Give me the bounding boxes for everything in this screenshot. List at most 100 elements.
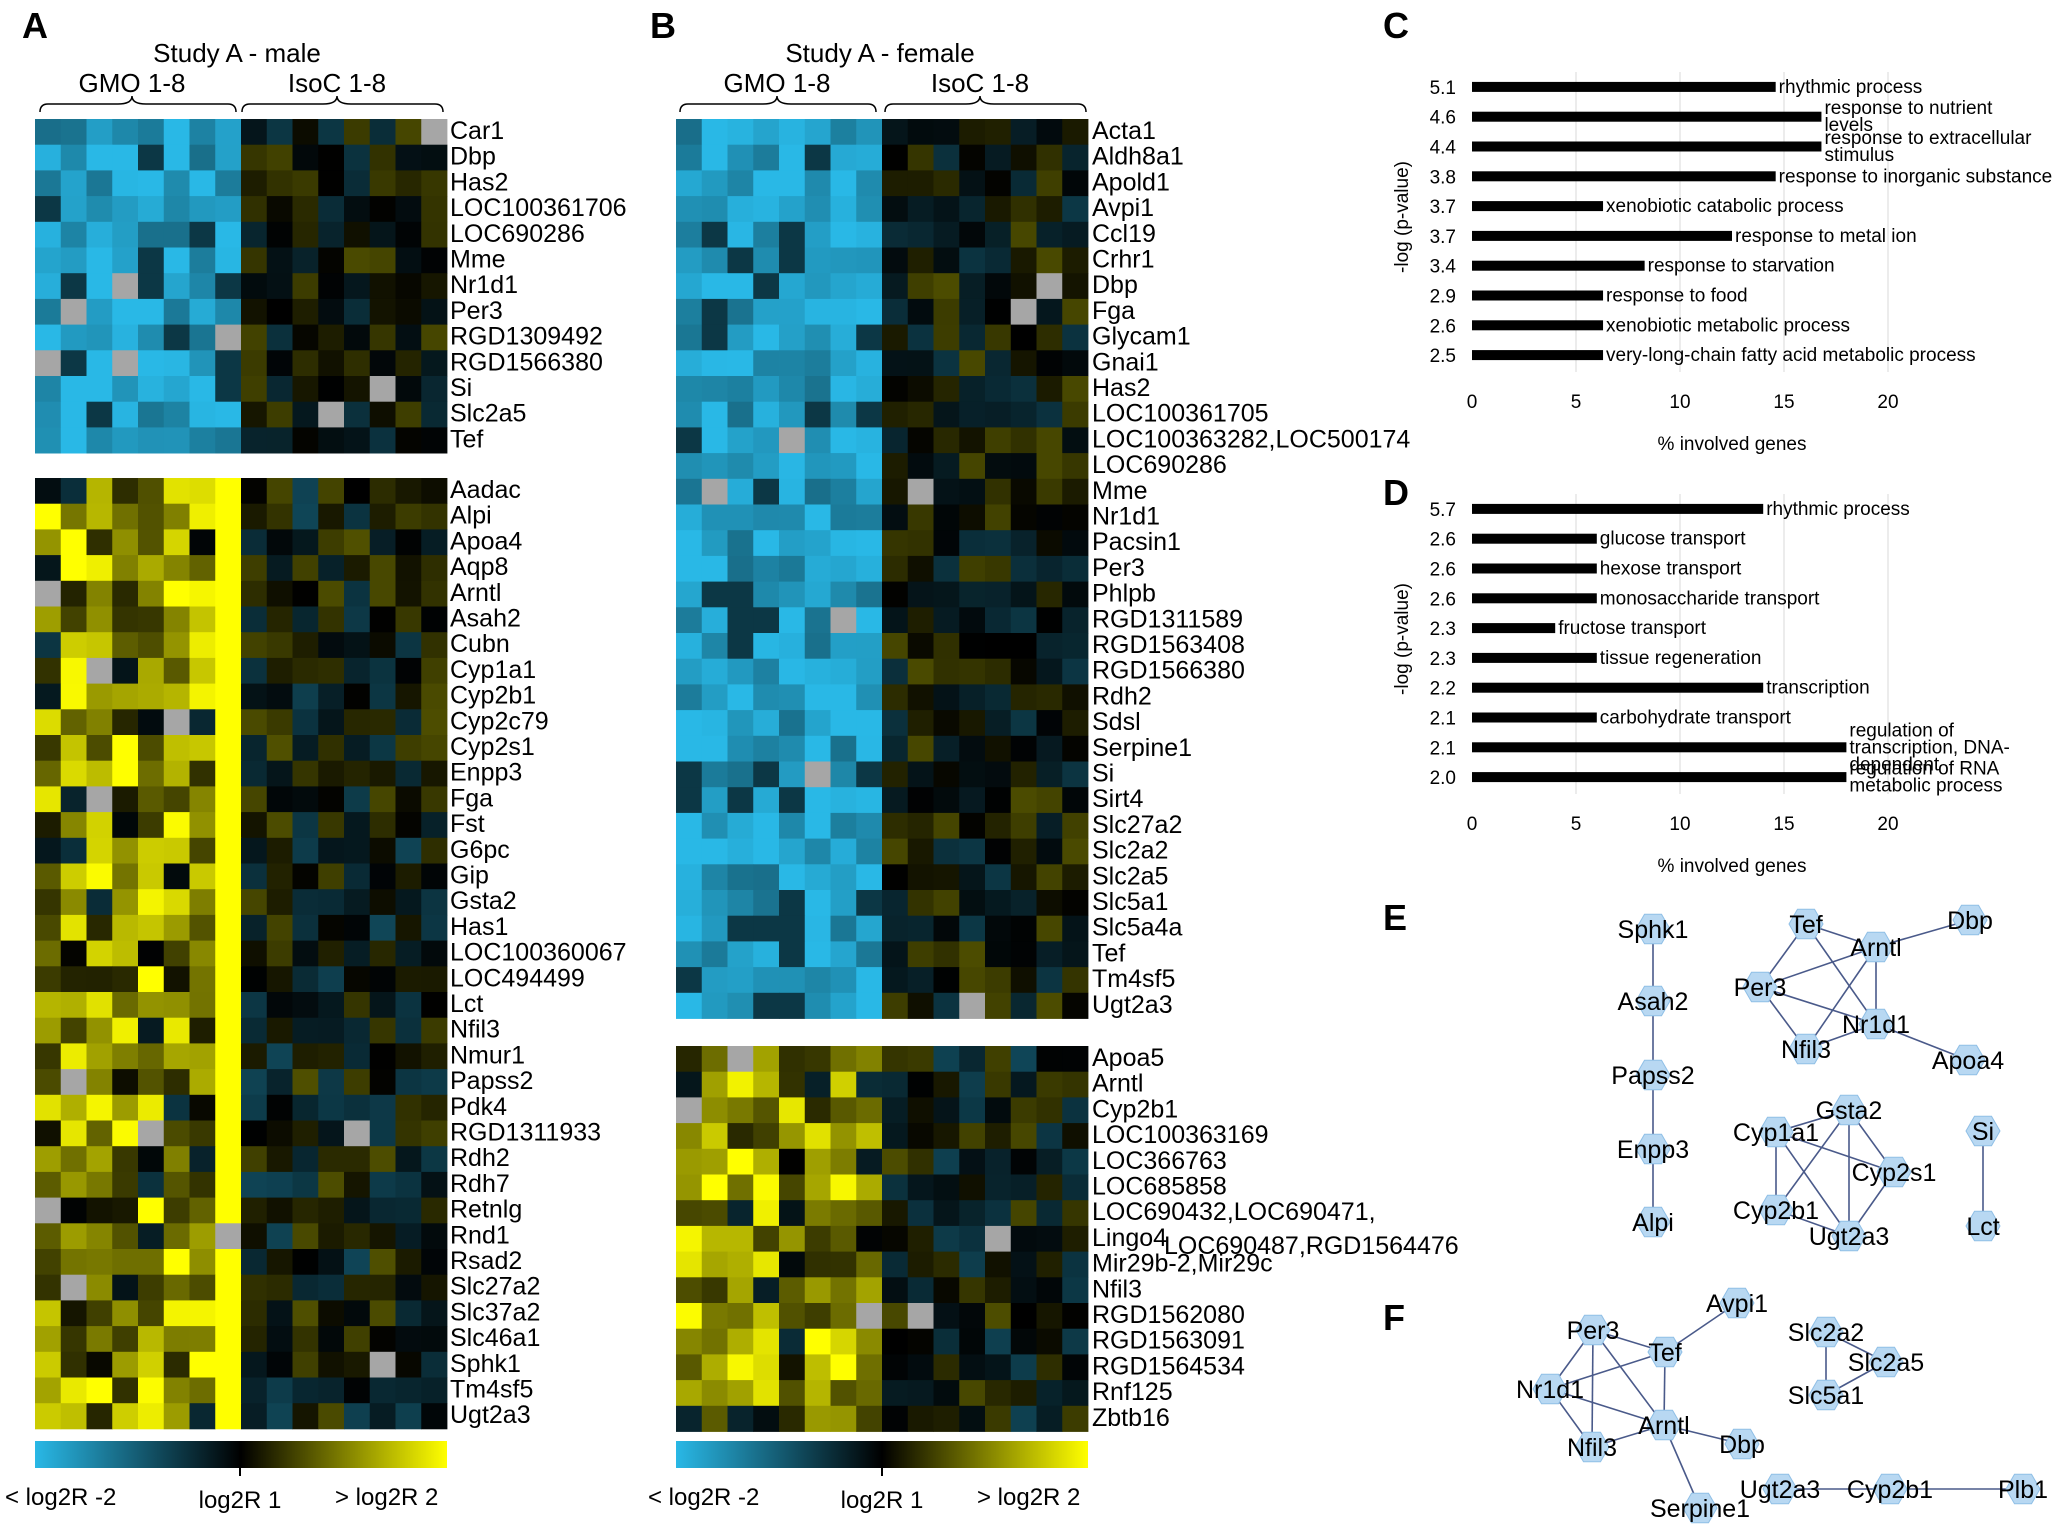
heatmap-cell: [907, 941, 934, 968]
heatmap-cell: [959, 401, 986, 428]
heatmap-cell: [882, 1200, 909, 1227]
heatmap-cell: [86, 786, 113, 813]
heatmap-cell: [35, 1274, 62, 1301]
heatmap-cell: [421, 1146, 448, 1173]
heatmap-cell: [266, 760, 293, 787]
heatmap-cell: [830, 1123, 857, 1150]
panel-a-heatmap-bottom: [35, 478, 448, 1430]
heatmap-cell: [907, 658, 934, 685]
heatmap-cell: [804, 1097, 831, 1124]
heatmap-cell: [395, 657, 422, 684]
heatmap-cell: [163, 632, 190, 659]
heatmap-cell: [727, 196, 754, 223]
heatmap-cell: [86, 247, 113, 274]
heatmap-cell: [882, 1354, 909, 1381]
heatmap-cell: [1036, 761, 1063, 788]
heatmap-cell: [882, 1097, 909, 1124]
heatmap-cell: [215, 786, 242, 813]
gene-label: Ccl19: [1092, 220, 1156, 248]
heatmap-cell: [804, 1251, 831, 1278]
heatmap-cell: [138, 1274, 165, 1301]
network-node-label: Slc2a2: [1788, 1319, 1864, 1347]
heatmap-cell: [292, 529, 319, 556]
heatmap-cell: [856, 1046, 883, 1073]
heatmap-cell: [292, 940, 319, 967]
heatmap-cell: [701, 1071, 728, 1098]
gene-label: Slc2a5: [1092, 862, 1168, 890]
heatmap-cell: [959, 427, 986, 454]
heatmap-cell: [112, 376, 139, 403]
heatmap-cell: [86, 1094, 113, 1121]
gene-label: Apoa4: [450, 527, 522, 555]
panel-a-scale-low: < log2R -2: [5, 1484, 116, 1511]
heatmap-cell: [1036, 710, 1063, 737]
heatmap-cell: [933, 350, 960, 377]
heatmap-cell: [395, 632, 422, 659]
heatmap-cell: [1010, 890, 1037, 917]
heatmap-cell: [779, 273, 806, 300]
heatmap-cell: [753, 941, 780, 968]
heatmap-cell: [907, 684, 934, 711]
heatmap-cell: [318, 786, 345, 813]
heatmap-cell: [856, 992, 883, 1019]
heatmap-cell: [985, 119, 1012, 146]
heatmap-cell: [189, 298, 216, 325]
category-label: xenobiotic metabolic process: [1606, 315, 1850, 336]
x-tick-label: 0: [1467, 392, 1478, 413]
heatmap-cell: [985, 376, 1012, 403]
heatmap-cell: [727, 1174, 754, 1201]
heatmap-cell: [60, 170, 87, 197]
heatmap-cell: [421, 940, 448, 967]
heatmap-cell: [1062, 787, 1089, 814]
heatmap-cell: [395, 1300, 422, 1327]
heatmap-cell: [882, 710, 909, 737]
heatmap-cell: [1062, 376, 1089, 403]
gene-label: LOC690286: [450, 220, 585, 248]
heatmap-cell: [421, 170, 448, 197]
heatmap-cell: [830, 478, 857, 505]
heatmap-cell: [395, 683, 422, 710]
heatmap-cell: [112, 555, 139, 582]
heatmap-cell: [318, 914, 345, 941]
heatmap-cell: [215, 376, 242, 403]
heatmap-cell: [727, 298, 754, 325]
heatmap-cell: [369, 1403, 396, 1430]
heatmap-cell: [1036, 633, 1063, 660]
heatmap-cell: [344, 1223, 371, 1250]
heatmap-cell: [779, 633, 806, 660]
gene-label: Tef: [450, 425, 483, 453]
heatmap-cell: [676, 427, 703, 454]
heatmap-cell: [138, 273, 165, 300]
heatmap-cell: [933, 992, 960, 1019]
heatmap-cell: [395, 170, 422, 197]
gene-label: Dbp: [1092, 271, 1138, 299]
heatmap-cell: [241, 1300, 268, 1327]
heatmap-cell: [292, 350, 319, 377]
heatmap-cell: [138, 1326, 165, 1353]
heatmap-cell: [701, 967, 728, 994]
heatmap-cell: [907, 1174, 934, 1201]
gene-label: Slc5a4a: [1092, 914, 1182, 942]
heatmap-cell: [35, 1300, 62, 1327]
heatmap-cell: [753, 401, 780, 428]
heatmap-cell: [985, 401, 1012, 428]
heatmap-cell: [676, 478, 703, 505]
heatmap-cell: [369, 966, 396, 993]
heatmap-cell: [1036, 1251, 1063, 1278]
heatmap-cell: [727, 1251, 754, 1278]
heatmap-cell: [138, 735, 165, 762]
heatmap-cell: [215, 1017, 242, 1044]
heatmap-cell: [138, 966, 165, 993]
heatmap-cell: [292, 786, 319, 813]
heatmap-cell: [163, 889, 190, 916]
heatmap-cell: [241, 940, 268, 967]
heatmap-cell: [292, 298, 319, 325]
heatmap-cell: [933, 530, 960, 557]
heatmap-cell: [35, 1069, 62, 1096]
heatmap-cell: [1062, 324, 1089, 351]
heatmap-cell: [241, 992, 268, 1019]
heatmap-cell: [985, 298, 1012, 325]
heatmap-cell: [189, 1043, 216, 1070]
heatmap-cell: [804, 530, 831, 557]
heatmap-cell: [779, 992, 806, 1019]
